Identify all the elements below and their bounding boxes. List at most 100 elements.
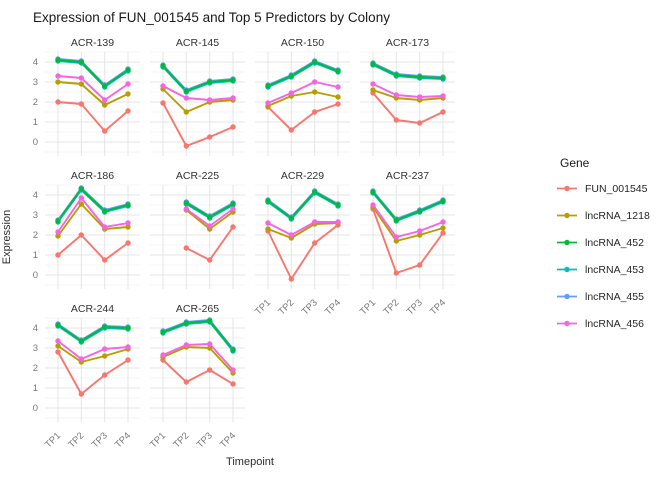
data-point-FUN_001545	[207, 134, 213, 140]
data-point-lncRNA_1218	[265, 226, 271, 232]
y-tick-label: 1	[33, 250, 38, 261]
data-point-lncRNA_456	[370, 81, 376, 87]
series-line-lncRNA_1218	[57, 203, 129, 237]
legend-key-dot	[564, 185, 570, 192]
data-point-lncRNA_452	[207, 318, 213, 324]
data-point-FUN_001545	[440, 109, 446, 115]
data-point-lncRNA_456	[207, 223, 213, 229]
y-tick-label: 0	[33, 403, 38, 414]
data-point-FUN_001545	[312, 240, 318, 246]
data-point-lncRNA_456	[183, 206, 189, 212]
data-point-FUN_001545	[440, 230, 446, 236]
x-tick-label: TP4	[428, 297, 448, 317]
data-point-lncRNA_456	[370, 202, 376, 208]
series-line-FUN_001545	[162, 359, 234, 385]
legend-key-line-dot-icon	[557, 239, 577, 246]
data-point-lncRNA_452	[288, 215, 294, 221]
data-point-lncRNA_452	[183, 200, 189, 206]
data-point-lncRNA_456	[230, 95, 236, 101]
series-line-lncRNA_456	[372, 83, 444, 98]
data-point-lncRNA_456	[288, 90, 294, 96]
data-point-lncRNA_456	[417, 94, 423, 100]
data-point-FUN_001545	[125, 240, 131, 246]
series-line-lncRNA_456	[267, 221, 339, 236]
x-tick-label: TP4	[113, 430, 133, 450]
x-tick-label: TP2	[276, 297, 296, 317]
legend-item-lncRNA_456: lncRNA_456	[556, 315, 672, 332]
data-point-lncRNA_456	[312, 79, 318, 85]
data-point-lncRNA_1218	[55, 233, 61, 239]
data-point-lncRNA_1218	[207, 345, 213, 351]
data-point-lncRNA_1218	[55, 79, 61, 85]
data-point-lncRNA_452	[312, 189, 318, 195]
legend-key-line-dot-icon	[557, 212, 577, 219]
data-point-FUN_001545	[288, 276, 294, 282]
series-line-lncRNA_456	[267, 81, 339, 104]
data-point-lncRNA_456	[78, 75, 85, 81]
series-line-FUN_001545	[57, 351, 129, 395]
facet-panel-ACR-229: ACR-229 TP1 TP2 TP3 TP4	[253, 170, 350, 317]
data-point-lncRNA_456	[125, 81, 131, 87]
series-line-lncRNA_452	[57, 59, 129, 87]
data-point-lncRNA_456	[55, 229, 61, 235]
data-point-lncRNA_452	[230, 201, 236, 207]
series-line-lncRNA_452	[372, 191, 444, 221]
data-point-FUN_001545	[78, 101, 85, 107]
data-point-lncRNA_456	[230, 367, 236, 373]
series-line-lncRNA_1218	[372, 206, 444, 242]
x-tick-label: TP1	[43, 430, 63, 450]
data-point-lncRNA_452	[312, 59, 318, 65]
data-point-FUN_001545	[207, 257, 213, 263]
data-point-lncRNA_452	[207, 214, 213, 220]
x-tick-label: TP2	[381, 297, 401, 317]
data-point-lncRNA_456	[230, 206, 236, 212]
data-point-lncRNA_456	[78, 356, 85, 362]
y-tick-label: 0	[33, 270, 38, 281]
data-point-lncRNA_456	[183, 95, 189, 101]
data-point-lncRNA_456	[393, 92, 399, 98]
facet-strip-label: ACR-139	[71, 37, 114, 49]
data-point-lncRNA_452	[78, 59, 85, 65]
data-point-FUN_001545	[417, 120, 423, 126]
data-point-lncRNA_456	[265, 100, 271, 106]
data-point-lncRNA_452	[440, 75, 446, 81]
legend-key-dot	[564, 293, 570, 300]
series-line-FUN_001545	[57, 234, 129, 261]
data-point-lncRNA_452	[102, 83, 108, 89]
data-point-lncRNA_1218	[102, 353, 108, 359]
data-point-FUN_001545	[55, 252, 61, 258]
data-point-lncRNA_452	[288, 73, 294, 79]
x-tick-label: TP3	[405, 297, 425, 317]
data-point-lncRNA_452	[125, 202, 131, 208]
series-line-FUN_001545	[267, 103, 339, 131]
series-line-FUN_001545	[372, 208, 444, 274]
data-point-lncRNA_452	[78, 338, 85, 344]
y-tick-label: 3	[33, 343, 38, 354]
facet-panel-ACR-186: ACR-186 0 1 2 3 4	[33, 170, 140, 289]
facet-strip-label: ACR-225	[176, 170, 219, 182]
legend-key-line-dot-icon	[557, 185, 577, 192]
facet-panel-ACR-145: ACR-145	[150, 37, 245, 156]
series-line-FUN_001545	[57, 101, 129, 132]
data-point-lncRNA_456	[417, 228, 423, 234]
data-point-FUN_001545	[230, 381, 236, 387]
data-point-lncRNA_1218	[393, 238, 399, 244]
series-line-lncRNA_1218	[162, 88, 234, 113]
y-tick-label: 4	[33, 190, 38, 201]
data-point-lncRNA_1218	[102, 102, 108, 108]
series-line-lncRNA_452	[267, 191, 339, 219]
data-point-lncRNA_456	[102, 97, 108, 103]
x-tick-label: TP4	[218, 430, 238, 450]
data-point-lncRNA_452	[102, 324, 108, 330]
legend-key-line-dot-icon	[557, 320, 577, 327]
data-point-lncRNA_456	[125, 220, 131, 226]
data-point-lncRNA_452	[393, 217, 399, 223]
series-line-lncRNA_456	[57, 340, 129, 360]
series-line-lncRNA_456	[57, 75, 129, 101]
series-line-FUN_001545	[162, 102, 234, 147]
data-point-lncRNA_1218	[335, 94, 341, 100]
data-point-lncRNA_1218	[78, 201, 85, 207]
data-point-lncRNA_452	[440, 198, 446, 204]
data-point-lncRNA_452	[207, 79, 213, 85]
